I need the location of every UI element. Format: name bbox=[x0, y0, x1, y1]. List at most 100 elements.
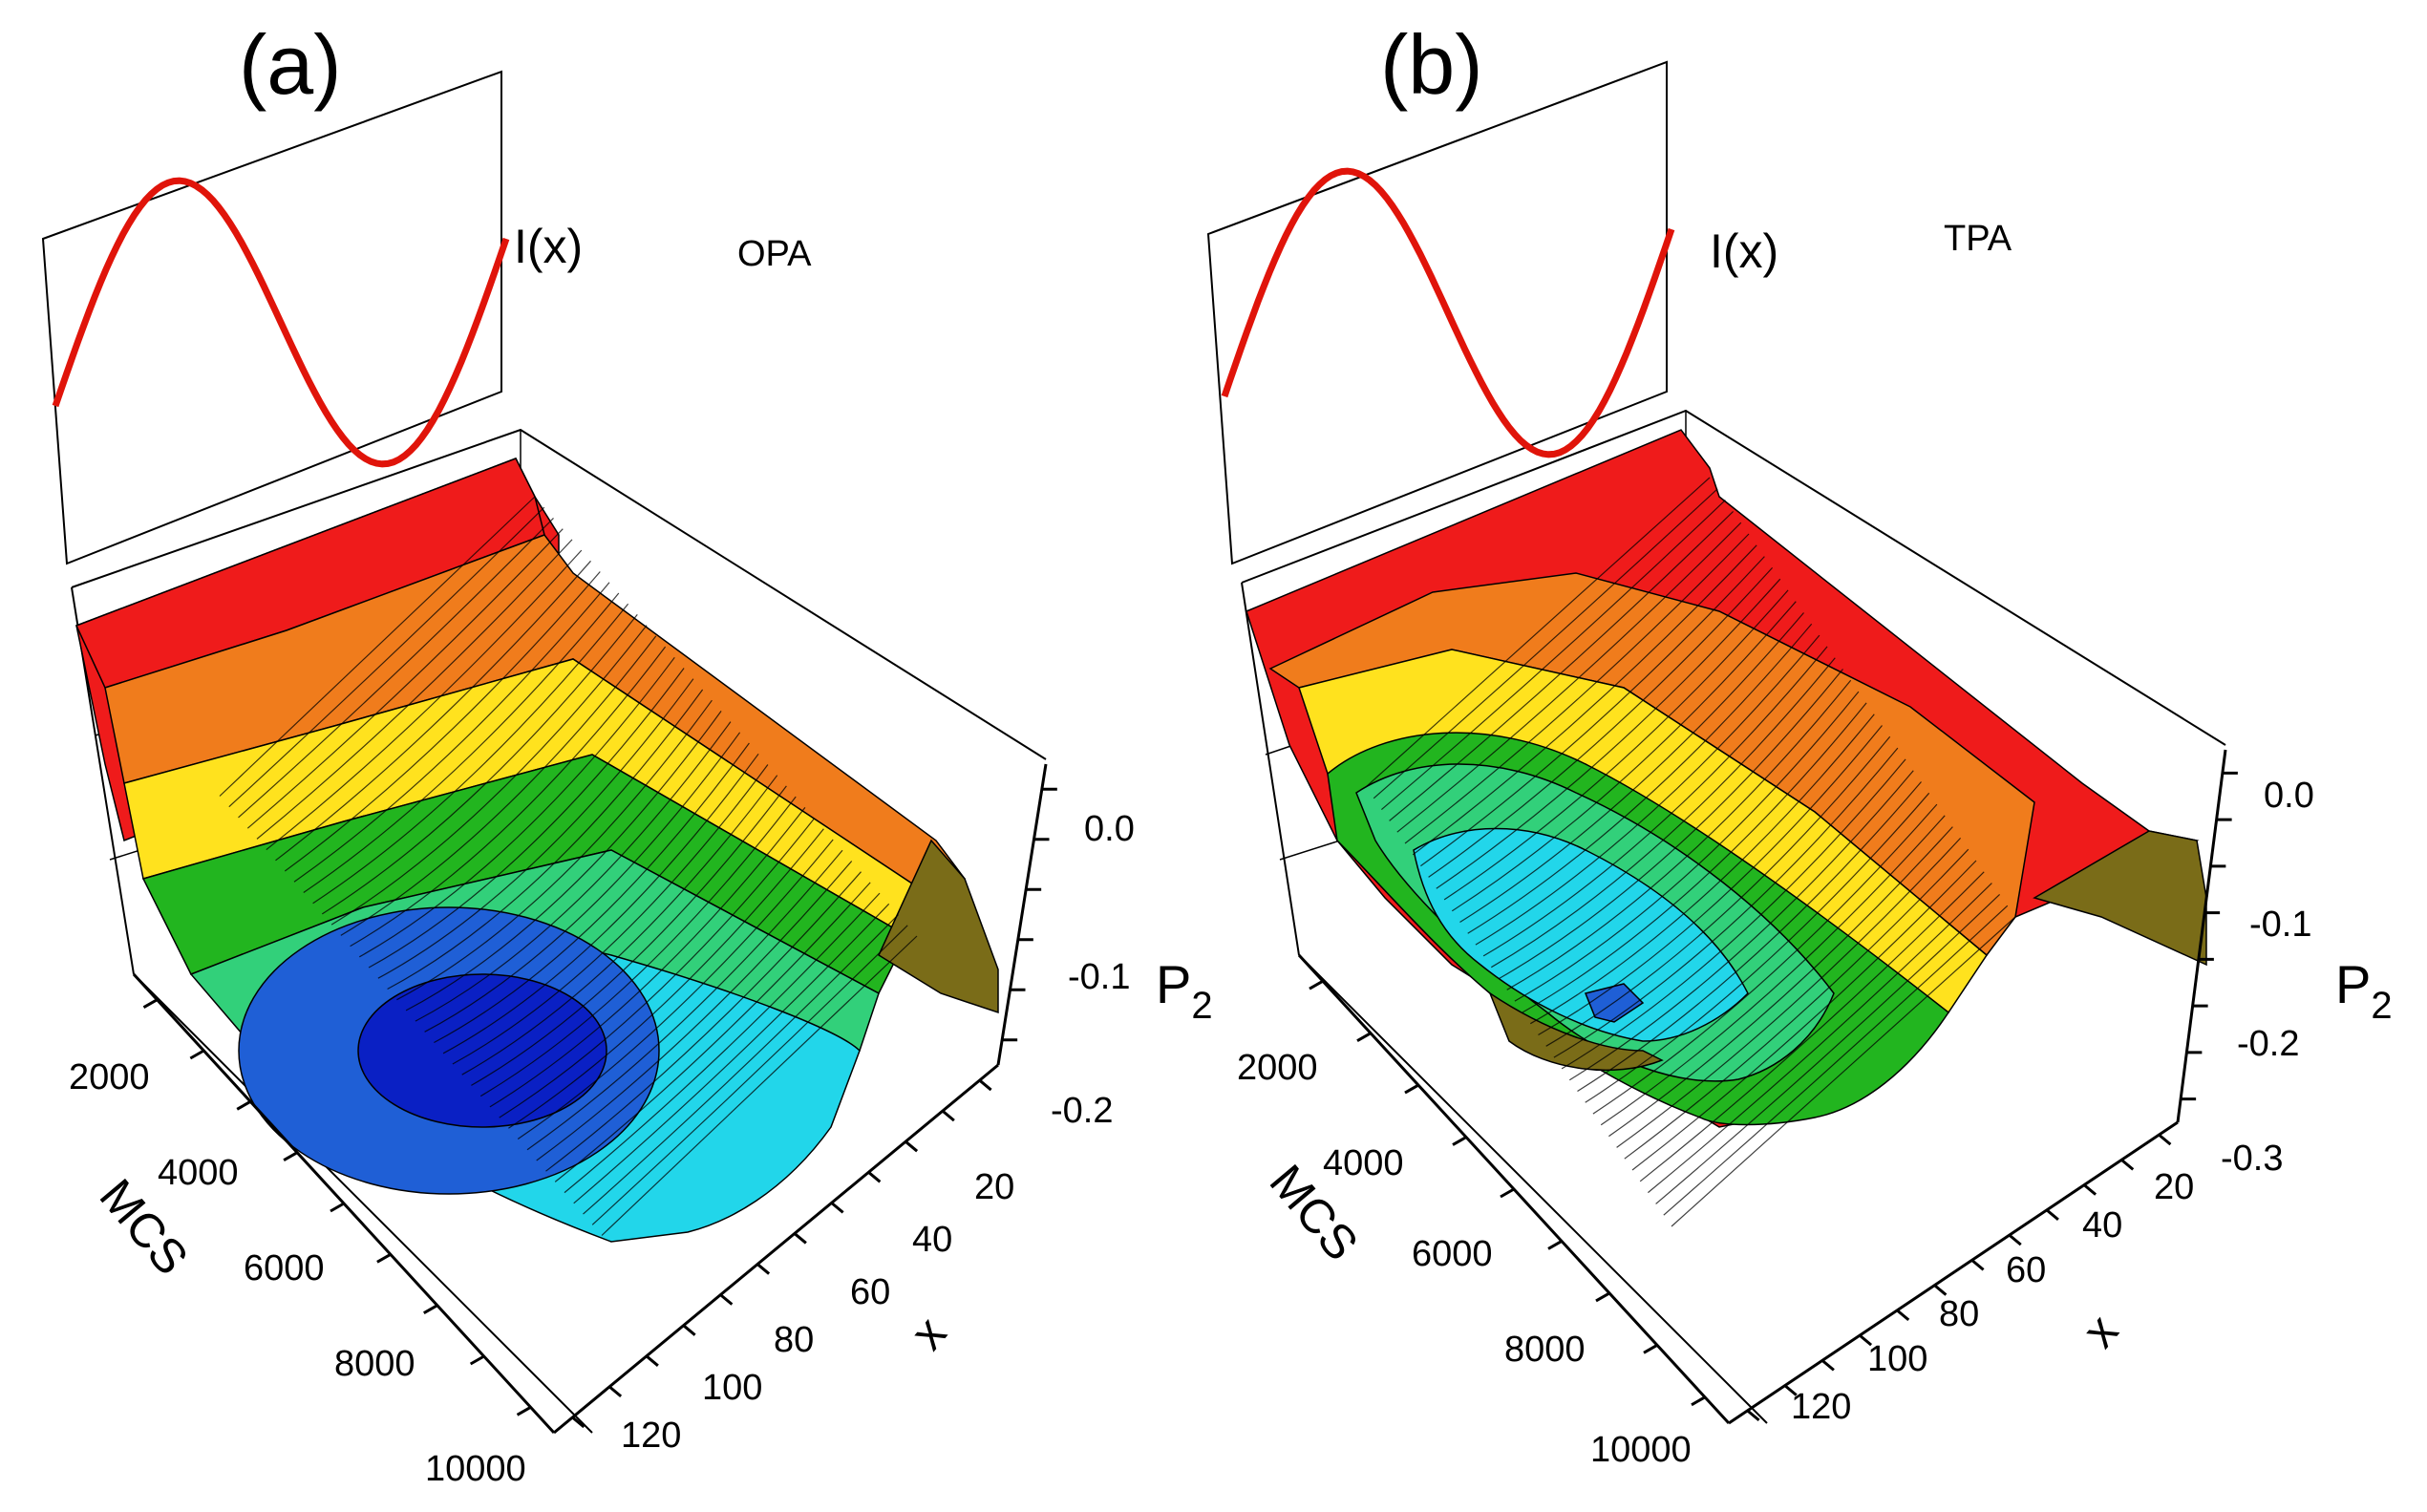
axis-tick bbox=[376, 1253, 392, 1264]
axis-tick bbox=[1746, 1409, 1760, 1422]
axis-tick bbox=[682, 1324, 696, 1336]
axis-tick bbox=[1595, 1291, 1610, 1303]
contour-line bbox=[246, 528, 564, 829]
axis-tick bbox=[330, 1202, 345, 1213]
axis-tick bbox=[1547, 1240, 1563, 1250]
z-tick-label: -0.2 bbox=[2237, 1024, 2299, 1064]
contour-line bbox=[1616, 837, 1962, 1148]
x-tick-label: 20 bbox=[974, 1167, 1014, 1207]
contour-line bbox=[1648, 883, 1992, 1194]
contour-line bbox=[1600, 815, 1946, 1126]
z-axis-line bbox=[996, 763, 1048, 1066]
axis-tick bbox=[941, 1109, 955, 1122]
axis-tick bbox=[2045, 1208, 2059, 1222]
contour-line bbox=[1545, 735, 1891, 1047]
contour-line bbox=[1451, 601, 1797, 912]
contour-line bbox=[387, 689, 704, 990]
contour-line bbox=[1639, 871, 1985, 1182]
x-tick-label: 60 bbox=[850, 1272, 890, 1312]
mcs-tick-label: 10000 bbox=[425, 1449, 526, 1489]
z-axis-title: P2 bbox=[2335, 954, 2393, 1027]
contour-line bbox=[1482, 646, 1828, 957]
box-floor-line bbox=[133, 973, 593, 1434]
mcs-tick-label: 4000 bbox=[1323, 1143, 1404, 1183]
x-tick-label: 60 bbox=[2006, 1250, 2046, 1290]
mcs-tick-label: 4000 bbox=[158, 1153, 239, 1193]
x-tick-label: 80 bbox=[774, 1320, 814, 1360]
contour-line bbox=[573, 903, 890, 1204]
contour-line bbox=[377, 678, 694, 979]
x-tick-label: 120 bbox=[621, 1416, 681, 1456]
z-tick-label: -0.2 bbox=[1051, 1091, 1113, 1131]
contour-line bbox=[256, 539, 573, 840]
axis-tick bbox=[793, 1232, 807, 1245]
axis-tick bbox=[1643, 1344, 1658, 1354]
x-tick-label: 20 bbox=[2154, 1167, 2194, 1207]
contour-line bbox=[1443, 589, 1789, 901]
z-axis-title-subscript: 2 bbox=[1191, 985, 1212, 1027]
axis-tick bbox=[142, 998, 159, 1009]
axis-tick bbox=[1859, 1333, 1873, 1347]
contour-line bbox=[330, 625, 648, 926]
z-tick-label: 0.0 bbox=[2264, 776, 2314, 816]
contour-line bbox=[461, 775, 778, 1075]
x-tick-label: 100 bbox=[702, 1368, 762, 1408]
contour-line bbox=[1389, 510, 1735, 821]
contour-line bbox=[479, 796, 797, 1097]
contour-line bbox=[312, 603, 629, 905]
axis-tick bbox=[830, 1202, 844, 1214]
surface-underside bbox=[1488, 991, 1664, 1072]
contour-line bbox=[350, 646, 667, 948]
axis-tick bbox=[2120, 1159, 2135, 1171]
contour-line bbox=[293, 582, 610, 883]
contour-line bbox=[266, 549, 583, 851]
axis-tick bbox=[1309, 979, 1324, 990]
contour-line bbox=[1381, 500, 1726, 811]
axis-tick bbox=[1452, 1136, 1467, 1146]
contour-line bbox=[1530, 713, 1875, 1025]
contour-line bbox=[1553, 747, 1899, 1058]
contour-line bbox=[545, 871, 862, 1172]
axis-tick bbox=[1691, 1395, 1706, 1407]
contour-line bbox=[1631, 860, 1977, 1171]
contour-line bbox=[564, 892, 881, 1194]
axis-tick bbox=[1970, 1259, 1985, 1271]
axis-tick bbox=[645, 1354, 659, 1367]
contour-line bbox=[1490, 657, 1836, 969]
axis-tick bbox=[469, 1354, 485, 1366]
contour-line bbox=[1568, 770, 1914, 1081]
mcs-tick-label: 6000 bbox=[244, 1248, 325, 1288]
surface-contours bbox=[1365, 477, 2016, 1227]
contour-line bbox=[238, 517, 554, 819]
contour-line bbox=[1373, 488, 1718, 799]
contour-line bbox=[303, 592, 620, 893]
contour-line bbox=[434, 742, 750, 1044]
contour-line bbox=[1663, 905, 2009, 1216]
axis-tick bbox=[905, 1140, 919, 1153]
x-axis-line bbox=[553, 1063, 999, 1435]
contour-line bbox=[340, 635, 657, 936]
contour-line bbox=[517, 839, 834, 1139]
z-tick-label: -0.1 bbox=[1068, 957, 1130, 997]
contour-line bbox=[1475, 634, 1820, 946]
axis-tick bbox=[423, 1304, 438, 1314]
axis-tick bbox=[1356, 1032, 1372, 1042]
z-tick-label: -0.3 bbox=[2221, 1139, 2283, 1179]
z-axis-line bbox=[2176, 749, 2227, 1123]
contour-line bbox=[526, 849, 843, 1151]
annotation-label: OPA bbox=[737, 234, 812, 274]
contour-line bbox=[1404, 533, 1750, 844]
axis-tick bbox=[189, 1049, 205, 1060]
z-axis-title-main: P bbox=[2335, 954, 2371, 1014]
z-tick-label: 0.0 bbox=[1084, 809, 1135, 849]
surface-basin-deep-blue bbox=[357, 973, 607, 1128]
contour-line bbox=[1499, 669, 1843, 980]
axis-tick bbox=[756, 1263, 771, 1275]
x-tick-label: 80 bbox=[1939, 1294, 1979, 1334]
axis-tick bbox=[1896, 1309, 1910, 1322]
contour-line bbox=[1561, 758, 1906, 1070]
contour-line bbox=[1538, 725, 1883, 1036]
contour-line bbox=[1428, 566, 1774, 878]
annotation-label: TPA bbox=[1944, 219, 2012, 259]
